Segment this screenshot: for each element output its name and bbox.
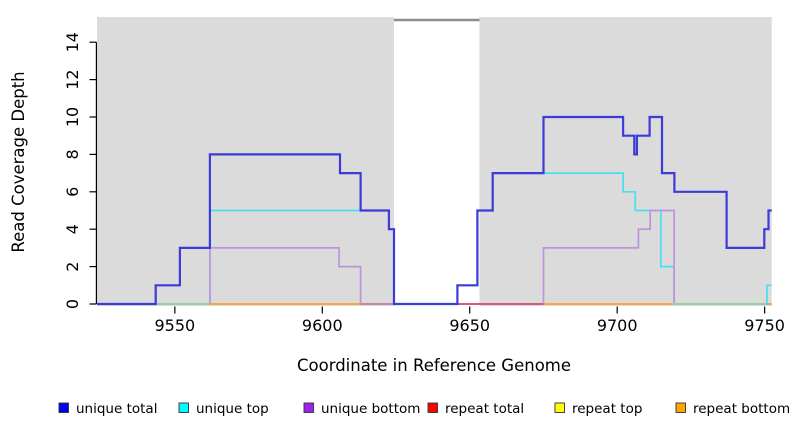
- legend-label: repeat total: [445, 401, 524, 417]
- series-layer: [97, 115, 772, 306]
- x-axis-tick-label: 9600: [302, 316, 343, 335]
- legend-item-unique-top: unique top: [178, 401, 269, 417]
- x-axis-tick-label: 9700: [597, 316, 638, 335]
- y-axis-tick-label: 6: [63, 187, 82, 197]
- y-axis-tick-label: 8: [63, 149, 82, 159]
- legend-label: repeat top: [572, 401, 642, 417]
- legend-item-repeat-bottom: repeat bottom: [675, 401, 790, 417]
- legend-item-repeat-top: repeat top: [554, 401, 642, 417]
- x-axis-tick-label: 9550: [154, 316, 195, 335]
- y-axis-tick-label: 2: [63, 262, 82, 272]
- y-axis-tick-label: 14: [63, 32, 82, 52]
- x-axis-tick-label: 9750: [744, 316, 785, 335]
- legend: unique total unique top unique bottom repea…: [58, 401, 790, 417]
- axes-layer: 0 2 4 6 8 10 12 14 9550 9600 9650 9700 9750: [63, 32, 785, 335]
- legend-label: unique top: [196, 401, 269, 417]
- legend-item-unique-bottom: unique bottom: [303, 401, 420, 417]
- legend-label: repeat bottom: [693, 401, 790, 417]
- series-line-unique-bottom: [97, 209, 772, 305]
- legend-swatch: [427, 402, 438, 413]
- legend-swatch: [58, 402, 69, 413]
- plot-background-layer: [97, 17, 772, 306]
- legend-swatch: [178, 402, 189, 413]
- y-axis-tick-label: 10: [63, 107, 82, 127]
- repeat-region-band: [393, 17, 480, 306]
- y-axis-tick-label: 0: [63, 299, 82, 309]
- series-line-unique-total: [97, 115, 772, 306]
- y-axis-title: Read Coverage Depth: [9, 71, 28, 252]
- legend-swatch: [303, 402, 314, 413]
- y-axis-tick-label: 4: [63, 224, 82, 234]
- legend-label: unique total: [76, 401, 157, 417]
- legend-item-unique-total: unique total: [58, 401, 157, 417]
- legend-item-repeat-total: repeat total: [427, 401, 524, 417]
- legend-swatch: [554, 402, 565, 413]
- legend-label: unique bottom: [321, 401, 420, 417]
- x-axis-title: Coordinate in Reference Genome: [297, 356, 571, 375]
- legend-swatch: [675, 402, 686, 413]
- y-axis-tick-label: 12: [63, 69, 82, 89]
- x-axis-tick-label: 9650: [449, 316, 490, 335]
